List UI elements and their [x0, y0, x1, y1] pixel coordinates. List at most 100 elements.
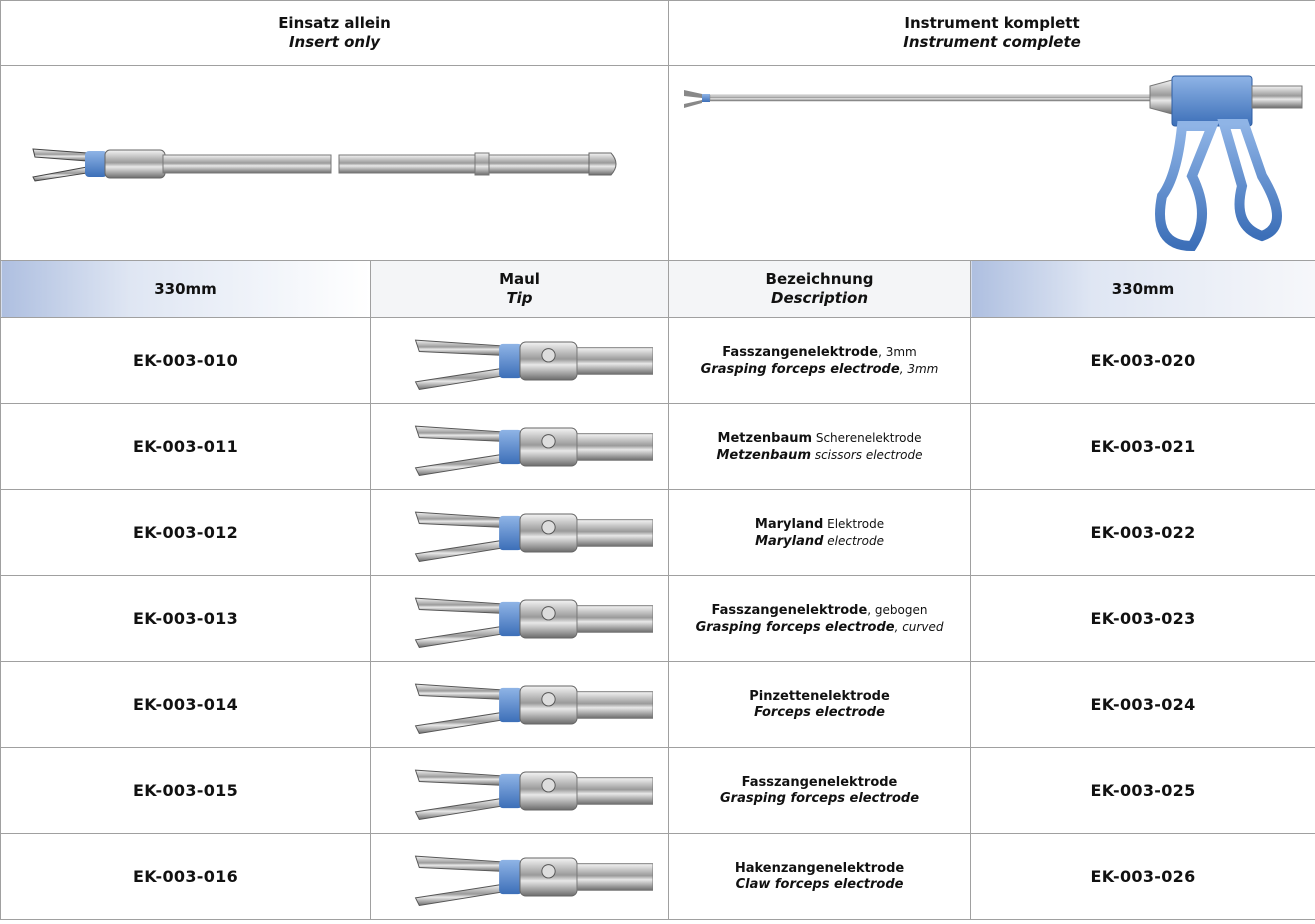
desc-de: Hakenzangenelektrode — [687, 861, 952, 877]
desc-de: Metzenbaum Scherenelektrode — [687, 430, 952, 447]
desc-de: Fasszangenelektrode — [687, 775, 952, 791]
desc-name: Fasszangenelektrode — [722, 344, 879, 360]
subheader-cell: Bezeichnung Description — [668, 260, 972, 318]
desc-en: Description — [771, 289, 869, 307]
code-cell: EK-003-015 — [0, 747, 371, 834]
tip-drawing — [415, 598, 653, 647]
subheader-row: 330mm Maul Tip Bezeichnung Description 3… — [0, 260, 1315, 318]
tip-image — [385, 409, 655, 485]
code-cell: EK-003-022 — [970, 489, 1315, 576]
complete-code: EK-003-024 — [1090, 695, 1196, 714]
desc-en: Claw forceps electrode — [687, 877, 952, 893]
complete-code: EK-003-021 — [1090, 437, 1196, 456]
desc-de: Fasszangenelektrode, 3mm — [687, 344, 952, 361]
header-cell: Einsatz allein Insert only — [0, 0, 670, 66]
insert-code: EK-003-012 — [132, 523, 238, 542]
product-row: EK-003-013 Fasszangenelektrode, gebogen Gr… — [0, 575, 1315, 662]
desc-cell: Hakenzangenelektrode Claw forceps electro… — [668, 833, 972, 920]
desc-name: Maryland — [754, 516, 824, 532]
desc-name: Claw forceps electrode — [735, 876, 904, 892]
image-cell — [668, 65, 1315, 261]
tip-image — [385, 323, 655, 399]
product-row: EK-003-014 Pinzettenelektrode Forceps elec… — [0, 661, 1315, 748]
product-row: EK-003-012 Maryland Elektrode Maryland ele… — [0, 489, 1315, 576]
tip-image — [385, 667, 655, 743]
code-cell: EK-003-021 — [970, 403, 1315, 490]
insert-code: EK-003-010 — [132, 351, 238, 370]
desc-name: Metzenbaum — [717, 430, 813, 446]
desc-cell: Fasszangenelektrode, gebogen Grasping for… — [668, 575, 972, 662]
insert-code: EK-003-016 — [132, 867, 238, 886]
complete-image — [684, 75, 1303, 252]
tip-cell — [369, 403, 670, 490]
desc-de: Pinzettenelektrode — [687, 689, 952, 705]
tip-drawing — [415, 340, 653, 389]
image-row — [0, 65, 1315, 261]
code-cell: EK-003-016 — [0, 833, 371, 920]
tip-cell — [369, 575, 670, 662]
desc-detail: , 3mm — [878, 344, 917, 359]
insert-code: EK-003-011 — [132, 437, 238, 456]
desc-en: Grasping forceps electrode, curved — [687, 619, 952, 636]
tip-image — [385, 495, 655, 571]
desc-en: Maryland electrode — [687, 533, 952, 550]
desc-de: Bezeichnung — [765, 270, 874, 288]
tip-drawing — [415, 426, 653, 475]
desc-en: Grasping forceps electrode, 3mm — [687, 361, 952, 378]
code-cell: EK-003-014 — [0, 661, 371, 748]
code-cell: EK-003-011 — [0, 403, 371, 490]
complete-code: EK-003-020 — [1090, 351, 1196, 370]
desc-name: Pinzettenelektrode — [749, 688, 890, 704]
tip-cell — [369, 747, 670, 834]
desc-de: Maryland Elektrode — [687, 516, 952, 533]
tip-cell — [369, 833, 670, 920]
tip-drawing — [415, 856, 653, 905]
complete-code: EK-003-022 — [1090, 523, 1196, 542]
header-de: Einsatz allein — [278, 14, 391, 32]
complete-code: EK-003-025 — [1090, 781, 1196, 800]
length-label: 330mm — [154, 279, 217, 298]
insert-image — [31, 148, 616, 182]
tip-image — [385, 581, 655, 657]
image-cell — [0, 65, 670, 261]
insert-code: EK-003-015 — [132, 781, 238, 800]
header-de: Instrument komplett — [904, 14, 1080, 32]
tip-cell — [369, 661, 670, 748]
subheader-cell: Maul Tip — [369, 260, 670, 318]
subheader-cell: 330mm — [0, 260, 371, 318]
product-row: EK-003-011 Metzenbaum Scherenelektrode Met… — [0, 403, 1315, 490]
desc-cell: Maryland Elektrode Maryland electrode — [668, 489, 972, 576]
complete-code: EK-003-023 — [1090, 609, 1196, 628]
header-row: Einsatz allein Insert only Instrument ko… — [0, 0, 1315, 66]
insert-code: EK-003-014 — [132, 695, 238, 714]
code-cell: EK-003-025 — [970, 747, 1315, 834]
tip-image — [385, 839, 655, 915]
header-en: Instrument complete — [903, 33, 1081, 51]
length-label: 330mm — [1111, 279, 1175, 298]
desc-name: Metzenbaum — [716, 447, 812, 463]
subheader-cell: 330mm — [970, 260, 1315, 318]
insert-code: EK-003-013 — [132, 609, 238, 628]
code-cell: EK-003-010 — [0, 317, 371, 404]
product-row: EK-003-015 Fasszangenelektrode Grasping fo… — [0, 747, 1315, 834]
tip-image — [385, 753, 655, 829]
code-cell: EK-003-026 — [970, 833, 1315, 920]
code-cell: EK-003-012 — [0, 489, 371, 576]
desc-cell: Metzenbaum Scherenelektrode Metzenbaum sc… — [668, 403, 972, 490]
code-cell: EK-003-024 — [970, 661, 1315, 748]
desc-detail: scissors electrode — [811, 447, 923, 462]
desc-cell: Fasszangenelektrode, 3mm Grasping forceps… — [668, 317, 972, 404]
tip-drawing — [415, 770, 653, 819]
product-row: EK-003-010 Fasszangenelektrode, 3mm Graspi… — [0, 317, 1315, 404]
desc-de: Fasszangenelektrode, gebogen — [687, 602, 952, 619]
desc-en: Metzenbaum scissors electrode — [687, 447, 952, 464]
code-cell: EK-003-023 — [970, 575, 1315, 662]
desc-cell: Pinzettenelektrode Forceps electrode — [668, 661, 972, 748]
desc-name: Forceps electrode — [754, 704, 885, 720]
desc-detail: electrode — [823, 533, 884, 548]
desc-name: Fasszangenelektrode — [711, 602, 868, 618]
tip-de: Maul — [499, 270, 540, 288]
desc-name: Grasping forceps electrode — [720, 790, 920, 806]
tip-drawing — [415, 684, 653, 733]
